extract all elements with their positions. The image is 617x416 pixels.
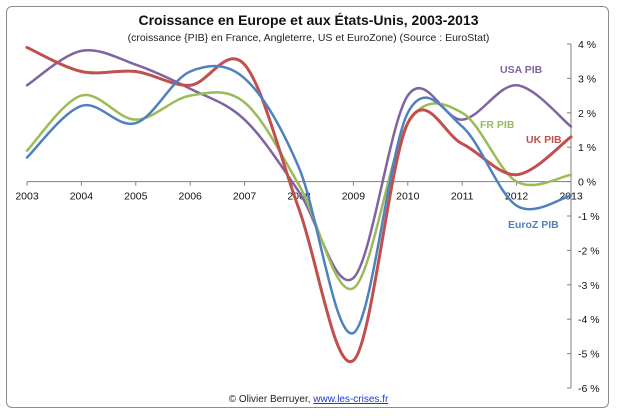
- x-tick-label: 2005: [124, 191, 148, 203]
- footer-credit: © Olivier Berruyer,: [228, 394, 314, 405]
- series-line-fr-pib: [25, 91, 573, 291]
- series-line-euroz-pib: [25, 64, 573, 335]
- y-tick-label: -5 %: [578, 349, 600, 361]
- x-tick-label: 2004: [70, 191, 94, 203]
- y-tick-label: -6 %: [578, 383, 600, 395]
- series-label-euroz-pib: EuroZ PIB: [508, 219, 559, 231]
- y-tick-label: 4 %: [578, 39, 596, 51]
- y-tick-label: 2 %: [578, 108, 596, 120]
- y-tick-label: -4 %: [578, 314, 600, 326]
- series-label-uk-pib: UK PIB: [526, 134, 562, 146]
- chart-subtitle: (croissance {PIB} en France, Angleterre,…: [127, 32, 490, 44]
- x-tick-label: 2007: [233, 191, 257, 203]
- x-tick-label: 2006: [179, 191, 203, 203]
- series-label-fr-pib: FR PIB: [480, 119, 515, 131]
- y-tick-label: -2 %: [578, 245, 600, 257]
- x-tick-label: 2010: [396, 191, 420, 203]
- y-tick-label: -1 %: [578, 211, 600, 223]
- chart-footer: © Olivier Berruyer, www.les-crises.fr: [0, 394, 617, 405]
- footer-link[interactable]: www.les-crises.fr: [313, 394, 389, 405]
- x-tick-label: 2011: [451, 191, 474, 203]
- x-tick-label: 2003: [15, 191, 39, 203]
- chart-title: Croissance en Europe et aux États-Unis, …: [138, 12, 479, 28]
- y-tick-label: -3 %: [578, 280, 600, 292]
- x-tick-label: 2009: [342, 191, 366, 203]
- y-tick-label: 1 %: [578, 142, 596, 154]
- y-tick-label: 3 %: [578, 73, 596, 85]
- series-line-uk-pib: [25, 45, 573, 364]
- y-tick-label: 0 %: [578, 177, 596, 189]
- series-label-usa-pib: USA PIB: [500, 64, 543, 76]
